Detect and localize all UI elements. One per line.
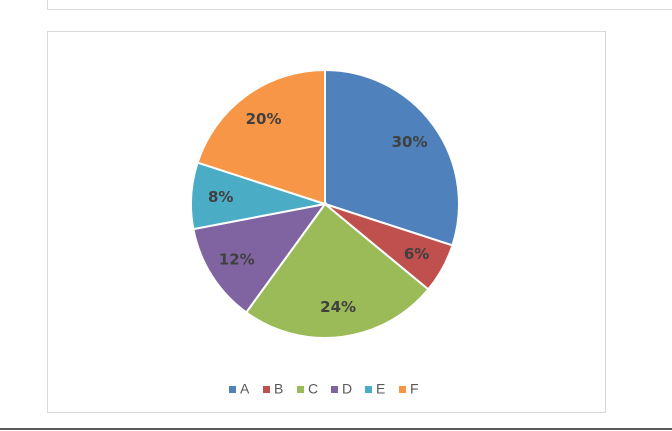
legend-label: B (274, 381, 283, 397)
pie-slice (196, 68, 326, 206)
legend-swatch (331, 386, 338, 393)
legend-label: E (376, 381, 385, 397)
pie-slice (244, 202, 430, 339)
data-label: 30% (392, 133, 428, 151)
upper-panel (47, 0, 672, 10)
legend-label: A (240, 381, 250, 397)
legend-swatch (297, 386, 304, 393)
legend-swatch (365, 386, 372, 393)
legend-swatch (399, 386, 406, 393)
pie-slice (192, 202, 328, 314)
legend-swatch (263, 386, 270, 393)
legend-swatch (229, 386, 236, 393)
data-label: 8% (208, 188, 233, 206)
pie-slice (324, 68, 460, 247)
legend-label: D (342, 381, 352, 397)
data-label: 24% (320, 298, 356, 316)
data-label: 20% (246, 110, 282, 128)
data-label: 12% (219, 251, 255, 269)
legend-label: F (410, 381, 419, 397)
data-label: 6% (404, 245, 429, 263)
legend-label: C (308, 381, 318, 397)
